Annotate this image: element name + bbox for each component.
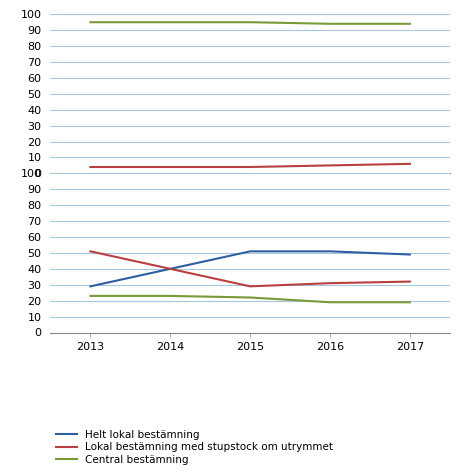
Central bestämning <box>327 299 333 305</box>
Helt lokal bestämning <box>247 248 253 254</box>
X-axis label: (b) Tjänstemän: (b) Tjänstemän <box>202 201 298 214</box>
Line: Central bestämning: Central bestämning <box>90 296 410 302</box>
Helt lokal bestämning <box>407 252 413 257</box>
Line: Helt lokal bestämning: Helt lokal bestämning <box>90 251 410 286</box>
Helt lokal bestämning <box>327 248 333 254</box>
Central bestämning <box>168 293 173 299</box>
Lokal bestämning med stupstock om utrymmet <box>168 266 173 272</box>
Central bestämning <box>247 294 253 300</box>
Line: Lokal bestämning med stupstock om utrymmet: Lokal bestämning med stupstock om utrymm… <box>90 251 410 286</box>
Helt lokal bestämning <box>168 266 173 272</box>
Lokal bestämning med stupstock om utrymmet <box>407 279 413 285</box>
Lokal bestämning med stupstock om utrymmet <box>327 280 333 286</box>
Helt lokal bestämning <box>88 284 93 289</box>
Lokal bestämning med stupstock om utrymmet <box>88 248 93 254</box>
Legend: Helt lokal bestämning, Lokal bestämning med stupstock om utrymmet, Central bestä: Helt lokal bestämning, Lokal bestämning … <box>56 430 333 465</box>
Central bestämning <box>407 299 413 305</box>
Central bestämning <box>88 293 93 299</box>
Lokal bestämning med stupstock om utrymmet <box>247 284 253 289</box>
